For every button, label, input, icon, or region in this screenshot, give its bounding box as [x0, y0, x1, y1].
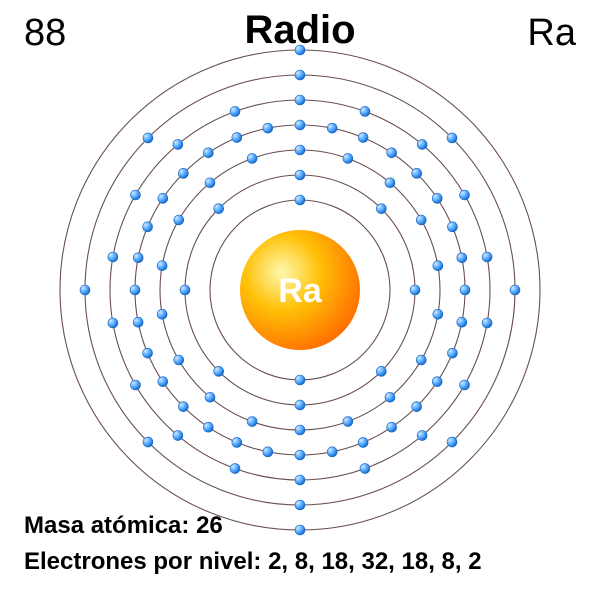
electron — [295, 120, 305, 130]
electron — [412, 402, 422, 412]
electron — [205, 178, 215, 188]
electron — [263, 123, 273, 133]
electron — [432, 377, 442, 387]
electron — [447, 133, 457, 143]
electron — [295, 450, 305, 460]
electron — [143, 222, 153, 232]
electron — [447, 348, 457, 358]
electron — [482, 318, 492, 328]
electron — [158, 377, 168, 387]
electron — [295, 475, 305, 485]
electron — [178, 168, 188, 178]
electron — [133, 253, 143, 263]
atomic-mass-row: Masa atómica: 26 — [24, 508, 482, 544]
electron — [205, 392, 215, 402]
electron — [157, 261, 167, 271]
electron — [385, 178, 395, 188]
electron — [295, 70, 305, 80]
electron — [295, 375, 305, 385]
electron — [295, 45, 305, 55]
electron — [482, 252, 492, 262]
electron — [295, 425, 305, 435]
electron — [416, 215, 426, 225]
electron — [457, 253, 467, 263]
electron — [295, 145, 305, 155]
electron — [432, 193, 442, 203]
electron — [108, 252, 118, 262]
electron — [510, 285, 520, 295]
electron — [247, 153, 257, 163]
electron — [232, 437, 242, 447]
electron — [214, 204, 224, 214]
electron — [108, 318, 118, 328]
electron — [203, 148, 213, 158]
electrons-label: Electrones por nivel: — [24, 548, 268, 575]
electron — [376, 204, 386, 214]
electrons-value: 2, 8, 18, 32, 18, 8, 2 — [268, 548, 482, 575]
electron — [460, 380, 470, 390]
electron — [433, 309, 443, 319]
electron — [214, 366, 224, 376]
electron — [130, 285, 140, 295]
electron — [327, 123, 337, 133]
electron — [360, 464, 370, 474]
electron — [433, 261, 443, 271]
electron — [343, 417, 353, 427]
electron — [417, 431, 427, 441]
electron — [178, 402, 188, 412]
bottom-info: Masa atómica: 26 Electrones por nivel: 2… — [24, 508, 482, 580]
electron — [174, 215, 184, 225]
nucleus-label: Ra — [278, 272, 323, 310]
electron — [327, 447, 337, 457]
electron — [80, 285, 90, 295]
element-card: 88 Radio Ra Ra Masa atómica: 26 Electron… — [0, 0, 600, 600]
electron — [412, 168, 422, 178]
electron — [143, 133, 153, 143]
electron — [295, 400, 305, 410]
electron — [158, 193, 168, 203]
electron — [295, 170, 305, 180]
electron — [174, 355, 184, 365]
electron — [376, 366, 386, 376]
electron — [143, 437, 153, 447]
electron — [358, 437, 368, 447]
electron — [460, 285, 470, 295]
electron — [263, 447, 273, 457]
electron — [416, 355, 426, 365]
electron — [457, 317, 467, 327]
electron — [447, 222, 457, 232]
atom-diagram: Ra — [50, 40, 550, 540]
electron — [232, 133, 242, 143]
electron — [133, 317, 143, 327]
electron — [130, 380, 140, 390]
electrons-row: Electrones por nivel: 2, 8, 18, 32, 18, … — [24, 544, 482, 580]
electron — [385, 392, 395, 402]
electron — [143, 348, 153, 358]
atomic-mass-label: Masa atómica: — [24, 512, 196, 539]
electron — [387, 422, 397, 432]
electron — [247, 417, 257, 427]
electron — [173, 139, 183, 149]
electron — [230, 464, 240, 474]
electron — [358, 133, 368, 143]
electron — [360, 106, 370, 116]
electron — [203, 422, 213, 432]
electron — [387, 148, 397, 158]
electron — [410, 285, 420, 295]
electron — [157, 309, 167, 319]
electron — [417, 139, 427, 149]
electron — [343, 153, 353, 163]
atomic-mass-value: 26 — [196, 512, 223, 539]
electron — [130, 190, 140, 200]
electron — [295, 195, 305, 205]
electron — [173, 431, 183, 441]
electron — [180, 285, 190, 295]
electron — [230, 106, 240, 116]
electron — [460, 190, 470, 200]
electron — [295, 95, 305, 105]
electron — [447, 437, 457, 447]
